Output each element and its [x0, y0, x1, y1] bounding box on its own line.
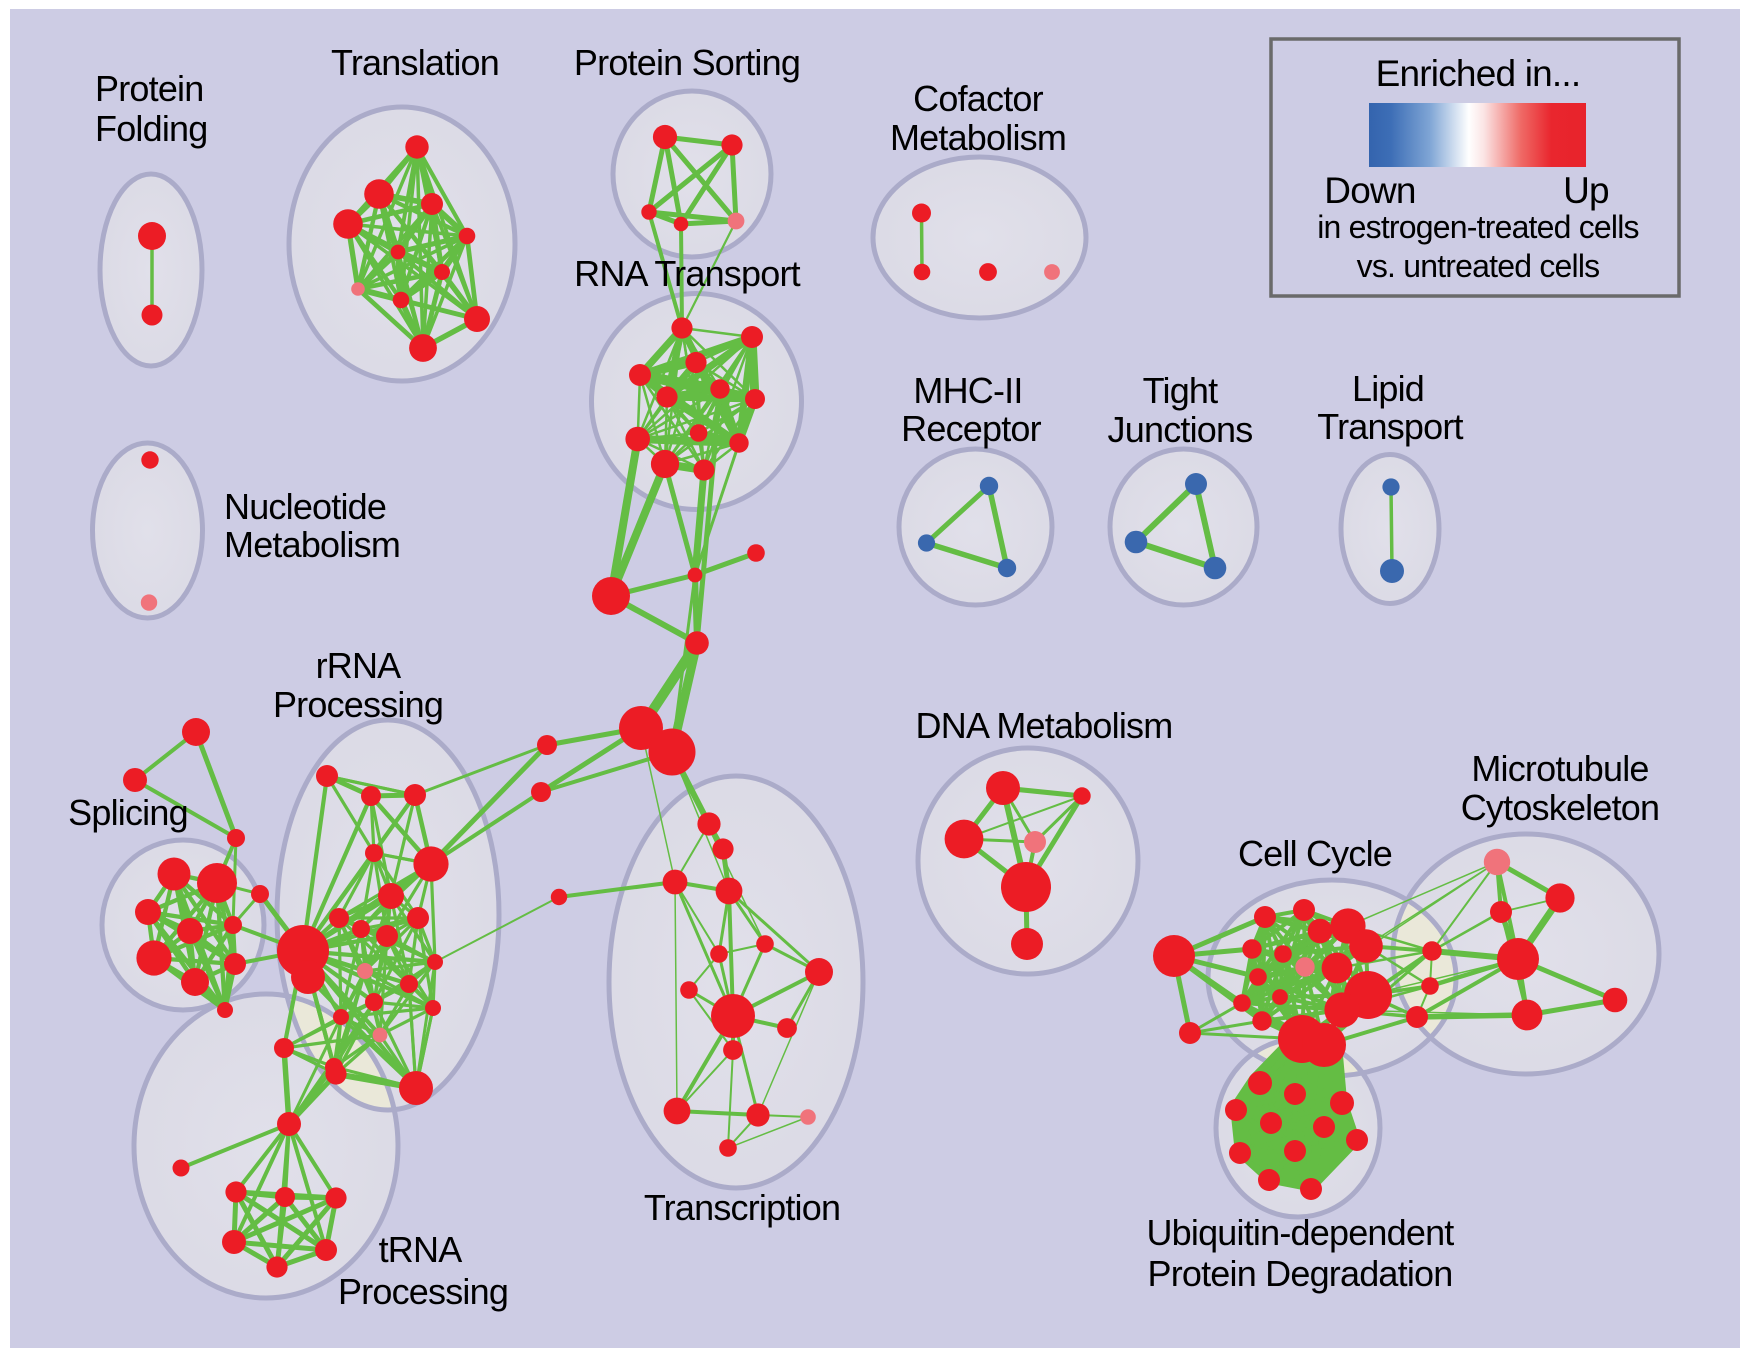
svg-text:rRNA: rRNA: [316, 645, 402, 686]
svg-text:Tight: Tight: [1143, 370, 1218, 411]
svg-text:Junctions: Junctions: [1108, 409, 1253, 450]
svg-text:Enriched in...: Enriched in...: [1376, 53, 1581, 94]
svg-text:Nucleotide: Nucleotide: [224, 486, 386, 527]
svg-text:Cell Cycle: Cell Cycle: [1238, 833, 1392, 874]
svg-text:Down: Down: [1324, 170, 1415, 211]
svg-text:Protein Sorting: Protein Sorting: [574, 42, 800, 83]
svg-text:Processing: Processing: [273, 684, 443, 725]
svg-text:MHC-II: MHC-II: [913, 370, 1022, 411]
svg-text:DNA Metabolism: DNA Metabolism: [916, 705, 1173, 746]
svg-text:Folding: Folding: [95, 108, 207, 149]
svg-text:vs. untreated cells: vs. untreated cells: [1357, 248, 1600, 284]
svg-text:Up: Up: [1563, 170, 1609, 211]
svg-text:Splicing: Splicing: [68, 792, 188, 833]
svg-text:Lipid: Lipid: [1352, 368, 1424, 409]
svg-text:RNA Transport: RNA Transport: [574, 253, 800, 294]
svg-text:Cofactor: Cofactor: [913, 78, 1043, 119]
svg-text:Receptor: Receptor: [901, 408, 1041, 449]
svg-text:Protein Degradation: Protein Degradation: [1147, 1253, 1452, 1294]
svg-text:Translation: Translation: [331, 42, 499, 83]
svg-text:tRNA: tRNA: [379, 1229, 463, 1270]
svg-text:Protein: Protein: [95, 68, 203, 109]
svg-text:Transport: Transport: [1317, 406, 1463, 447]
svg-text:Microtubule: Microtubule: [1471, 748, 1648, 789]
svg-text:in estrogen-treated cells: in estrogen-treated cells: [1317, 209, 1639, 245]
svg-text:Transcription: Transcription: [644, 1187, 840, 1228]
svg-text:Cytoskeleton: Cytoskeleton: [1461, 787, 1660, 828]
svg-text:Metabolism: Metabolism: [224, 524, 400, 565]
svg-text:Processing: Processing: [338, 1271, 508, 1312]
svg-text:Metabolism: Metabolism: [890, 117, 1066, 158]
svg-text:Ubiquitin-dependent: Ubiquitin-dependent: [1146, 1212, 1454, 1253]
